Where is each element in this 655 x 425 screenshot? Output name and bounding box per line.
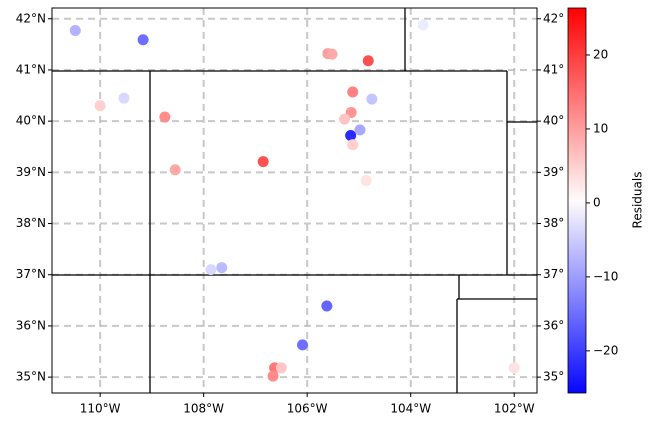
station-point	[366, 93, 378, 105]
y-tick-label: 37°N	[16, 267, 46, 281]
x-tick-label: 108°W	[183, 402, 224, 416]
station-point	[347, 139, 359, 151]
station-point	[321, 300, 333, 312]
x-tick-label: 106°W	[287, 402, 328, 416]
y2-tick-label: 40°	[543, 114, 564, 128]
station-point	[338, 113, 350, 125]
station-point	[360, 175, 372, 187]
station-point	[417, 19, 429, 31]
station-point	[69, 25, 81, 37]
station-point	[362, 55, 374, 67]
y2-tick-label: 38°	[543, 216, 564, 230]
station-point	[159, 111, 171, 123]
y-tick-label: 42°N	[16, 11, 46, 25]
y2-tick-label: 35°	[543, 370, 564, 384]
station-point	[169, 164, 181, 176]
station-point	[94, 100, 106, 112]
x-tick-label: 110°W	[80, 402, 121, 416]
station-point	[326, 48, 338, 60]
state-borders	[52, 8, 537, 393]
station-point	[354, 124, 366, 136]
station-point	[347, 86, 359, 98]
station-point	[297, 339, 309, 351]
colorbar-tick-label: 20	[593, 47, 608, 61]
y-tick-label: 35°N	[16, 370, 46, 384]
x-tick-label: 104°W	[390, 402, 431, 416]
station-point	[257, 156, 269, 168]
station-point	[508, 362, 520, 374]
y-tick-label: 41°N	[16, 62, 46, 76]
plot-frame	[51, 7, 538, 394]
y2-tick-label: 39°	[543, 165, 564, 179]
station-point	[267, 370, 279, 382]
station-point	[205, 264, 217, 276]
colorbar-tick-label: 0	[593, 195, 601, 209]
station-point	[118, 92, 130, 104]
station-point	[345, 129, 357, 141]
colorbar-tick-label: 10	[593, 121, 608, 135]
station-point	[137, 34, 149, 46]
colorbar-label: Residuals	[631, 172, 645, 229]
points	[69, 19, 520, 382]
y2-tick-label: 41°	[543, 62, 564, 76]
y-tick-label: 40°N	[16, 114, 46, 128]
colorbar-tick-label: −20	[593, 343, 618, 357]
y2-tick-label: 36°	[543, 318, 564, 332]
x-tick-label: 102°W	[494, 402, 535, 416]
y-tick-label: 39°N	[16, 165, 46, 179]
y-tick-label: 38°N	[16, 216, 46, 230]
colorbar-tick-label: −10	[593, 269, 618, 283]
y2-tick-label: 42°	[543, 11, 564, 25]
y2-tick-label: 37°	[543, 267, 564, 281]
station-point	[345, 106, 357, 118]
y-tick-label: 36°N	[16, 318, 46, 332]
grid	[52, 8, 537, 393]
station-point	[275, 362, 287, 374]
station-point	[216, 262, 228, 274]
colorbar	[567, 7, 587, 394]
